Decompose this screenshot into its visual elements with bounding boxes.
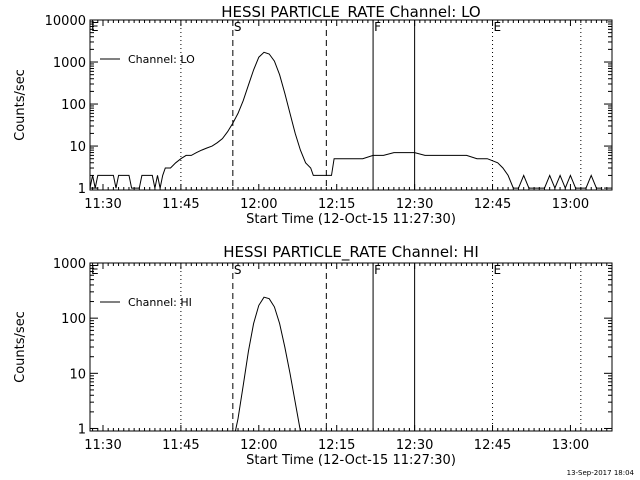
x-axis-label: Start Time (12-Oct-15 11:27:30) [246,453,456,468]
y-tick-label: 10000 [45,14,86,29]
event-marker-label: E [91,20,99,34]
x-tick-label: 11:30 [84,197,121,212]
chart-title: HESSI PARTICLE_RATE Channel: HI [223,243,479,262]
plot-frame [89,262,613,432]
x-tick-label: 12:15 [318,438,355,453]
event-marker-label: E [494,263,502,277]
x-tick-label: 12:45 [474,438,511,453]
y-tick-label: 10 [69,367,86,382]
series-line [89,51,602,190]
y-tick-label: 1000 [53,56,86,71]
event-marker-label: E [91,263,99,277]
x-tick-label: 11:45 [162,197,199,212]
legend-label: Channel: HI [128,296,192,309]
series-line [234,296,301,432]
event-marker-label: S [234,263,242,277]
y-tick-label: 10 [69,140,86,155]
x-tick-label: 12:45 [474,197,511,212]
y-tick-label: 1 [78,182,86,197]
y-tick-label: 100 [61,312,86,327]
x-tick-label: 12:15 [318,197,355,212]
x-tick-label: 13:00 [552,438,589,453]
plot-frame [89,19,613,191]
y-axis-label: Counts/sec [13,311,28,383]
x-tick-label: 11:45 [162,438,199,453]
event-marker-label: S [234,20,242,34]
x-tick-label: 12:30 [396,438,433,453]
event-marker-label: F [374,263,381,277]
y-tick-label: 1000 [53,257,86,272]
x-tick-label: 12:00 [240,438,277,453]
y-axis-label: Counts/sec [13,69,28,141]
y-tick-label: 100 [61,98,86,113]
legend-label: Channel: LO [128,53,195,66]
panel-lo: HESSI PARTICLE_RATE Channel: LO 11:30 11:4… [13,3,613,227]
x-tick-label: 13:00 [552,197,589,212]
x-tick-label: 12:30 [396,197,433,212]
y-tick-label: 1 [78,422,86,437]
event-marker-label: F [374,20,381,34]
chart-title: HESSI PARTICLE_RATE Channel: LO [221,3,480,22]
x-axis-label: Start Time (12-Oct-15 11:27:30) [246,212,456,227]
panel-hi: HESSI PARTICLE_RATE Channel: HI 11:30 11:4… [13,243,613,468]
footer-timestamp: 13-Sep-2017 18:04 [566,469,634,477]
x-tick-label: 11:30 [84,438,121,453]
x-tick-label: 12:00 [240,197,277,212]
event-marker-label: E [494,20,502,34]
